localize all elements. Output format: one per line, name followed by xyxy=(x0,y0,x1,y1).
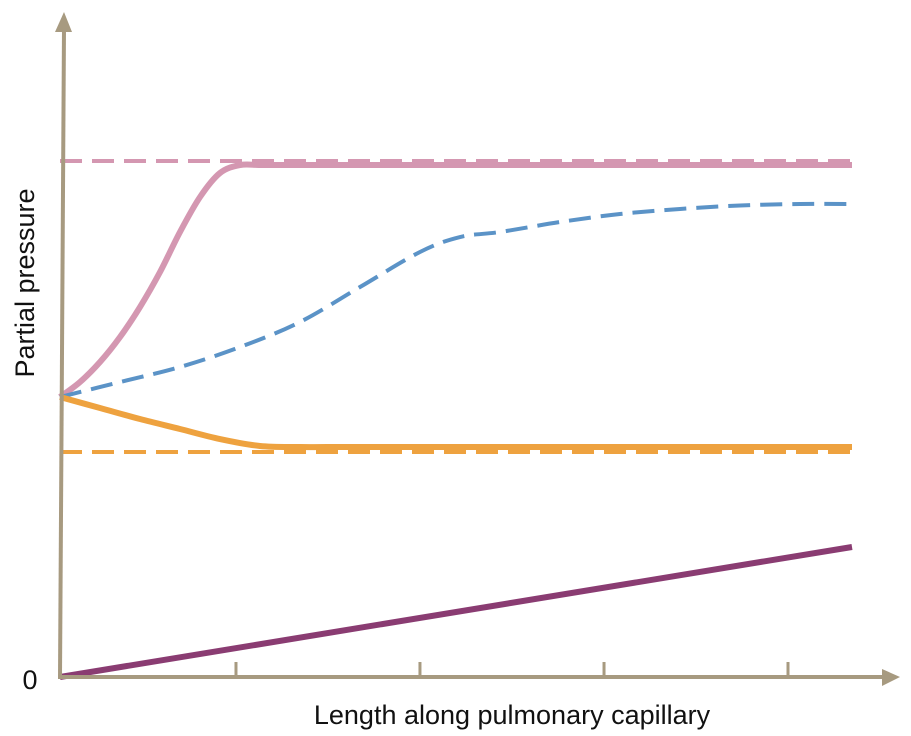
series-line-2-solid xyxy=(58,161,852,400)
axes xyxy=(55,12,900,686)
series-line-3-dashed xyxy=(59,201,853,399)
y-origin-label: 0 xyxy=(22,665,37,695)
y-axis-line xyxy=(58,27,66,678)
y-axis-label: Partial pressure xyxy=(10,188,40,377)
y-axis-arrow xyxy=(55,12,72,32)
series-line-5-solid xyxy=(59,394,852,451)
x-axis-label: Length along pulmonary capillary xyxy=(314,700,711,730)
plot-series xyxy=(58,158,853,680)
x-axis-arrow xyxy=(882,669,900,686)
series-line-6-solid xyxy=(59,544,853,680)
x-ticks xyxy=(234,662,790,677)
